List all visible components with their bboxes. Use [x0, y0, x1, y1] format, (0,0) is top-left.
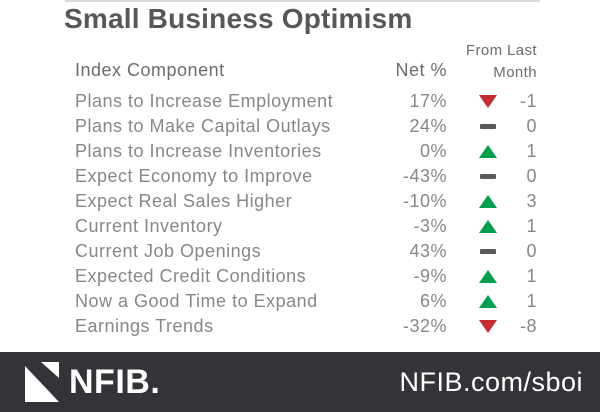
net-percent-value: -9%: [413, 266, 447, 286]
nfib-logo: NFIB.: [25, 362, 160, 402]
column-header-month: Month: [493, 64, 537, 81]
component-label: Plans to Increase Employment: [75, 91, 334, 111]
change-value: 0: [526, 241, 537, 261]
footer-url: NFIB.com/sboi: [399, 366, 583, 397]
net-percent-value: -3%: [413, 216, 447, 236]
table-row: Current Job Openings 43% 0: [75, 239, 537, 264]
component-label: Current Job Openings: [75, 241, 262, 261]
change-value: 0: [526, 166, 537, 186]
component-label: Expect Real Sales Higher: [75, 191, 293, 211]
component-label: Plans to Make Capital Outlays: [75, 116, 331, 136]
optimism-table: From Last Index Component Net % Month Pl…: [75, 42, 537, 339]
change-value: 1: [526, 266, 537, 286]
change-direction-icon: [479, 295, 497, 308]
table-row: Current Inventory -3% 1: [75, 214, 537, 239]
table-row: Plans to Make Capital Outlays 24% 0: [75, 114, 537, 139]
page-title: Small Business Optimism: [64, 3, 413, 34]
component-label: Earnings Trends: [75, 316, 214, 336]
table-row: Earnings Trends -32% -8: [75, 314, 537, 339]
table-header-line2: Index Component Net % Month: [75, 60, 537, 81]
component-label: Plans to Increase Inventories: [75, 141, 322, 161]
component-label: Expected Credit Conditions: [75, 266, 307, 286]
table-row: Expect Real Sales Higher -10% 3: [75, 189, 537, 214]
table-header-line1: From Last: [75, 42, 537, 59]
net-percent-value: -10%: [402, 191, 447, 211]
change-value: 1: [526, 291, 537, 311]
change-direction-icon: [479, 220, 497, 233]
table-body: Plans to Increase Employment 17% -1 Plan…: [75, 89, 537, 339]
component-label: Now a Good Time to Expand: [75, 291, 318, 311]
change-direction-icon: [479, 95, 497, 108]
top-divider: [65, 0, 540, 2]
change-direction-icon: [479, 270, 497, 283]
table-row: Now a Good Time to Expand 6% 1: [75, 289, 537, 314]
net-percent-value: -32%: [402, 316, 447, 336]
change-value: 1: [526, 216, 537, 236]
change-direction-icon: [479, 195, 497, 208]
change-direction-icon: [479, 145, 497, 158]
change-direction-icon: [480, 249, 496, 254]
nfib-flag-icon: [25, 362, 59, 402]
table-row: Plans to Increase Inventories 0% 1: [75, 139, 537, 164]
change-value: 3: [526, 191, 537, 211]
change-value: 0: [526, 116, 537, 136]
change-direction-icon: [479, 320, 497, 333]
change-direction-icon: [480, 174, 496, 179]
nfib-logo-text: NFIB.: [69, 363, 161, 401]
column-header-from-last: From Last: [465, 42, 537, 59]
net-percent-value: 0%: [419, 141, 447, 161]
column-header-component: Index Component: [75, 60, 225, 80]
change-value: -1: [519, 91, 537, 111]
change-value: -8: [519, 316, 537, 336]
table-row: Expect Economy to Improve -43% 0: [75, 164, 537, 189]
change-direction-icon: [480, 124, 496, 129]
column-header-net-percent: Net %: [395, 60, 447, 80]
net-percent-value: 24%: [409, 116, 447, 136]
net-percent-value: -43%: [402, 166, 447, 186]
change-value: 1: [526, 141, 537, 161]
footer-bar: NFIB. NFIB.com/sboi: [0, 352, 600, 412]
component-label: Expect Economy to Improve: [75, 166, 313, 186]
net-percent-value: 17%: [409, 91, 447, 111]
table-row: Expected Credit Conditions -9% 1: [75, 264, 537, 289]
table-row: Plans to Increase Employment 17% -1: [75, 89, 537, 114]
component-label: Current Inventory: [75, 216, 223, 236]
net-percent-value: 43%: [409, 241, 447, 261]
net-percent-value: 6%: [419, 291, 447, 311]
